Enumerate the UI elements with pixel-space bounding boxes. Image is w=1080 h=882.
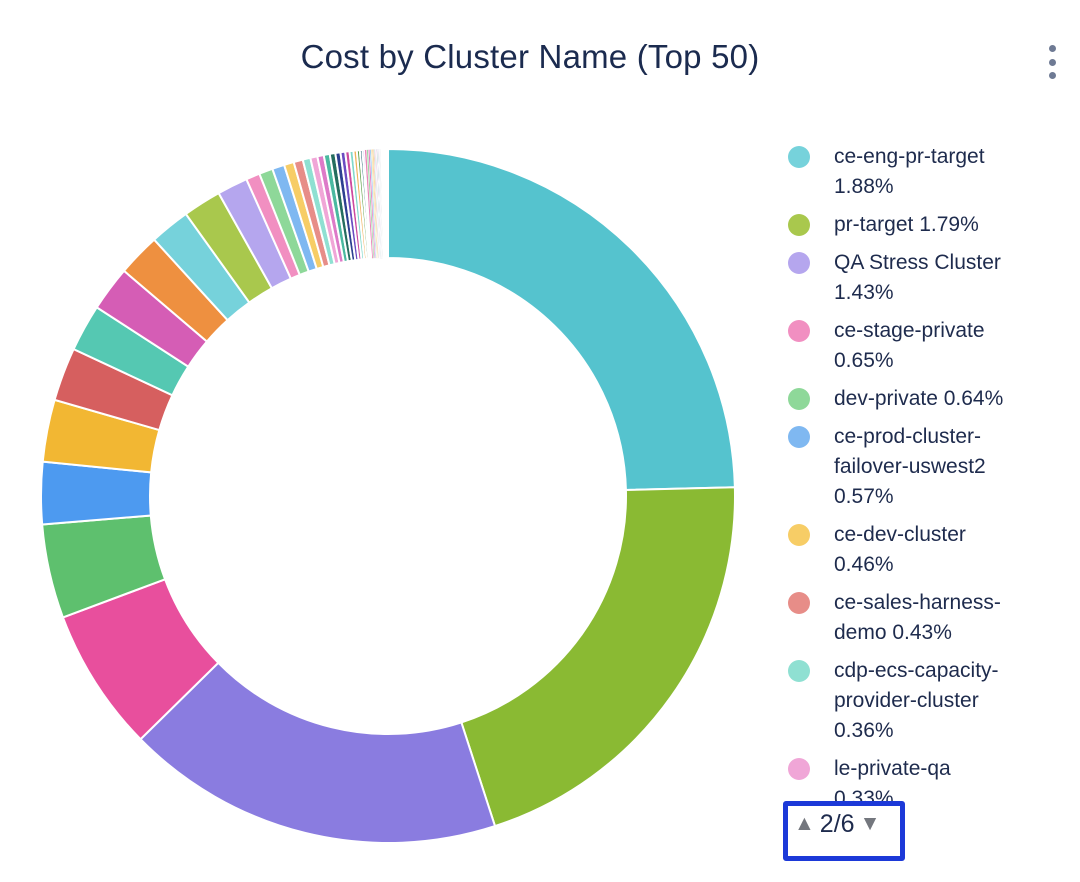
donut-segment[interactable] — [460, 486, 736, 828]
legend-label: ce-sales-harness-demo 0.43% — [834, 591, 1001, 644]
legend-dot — [788, 524, 810, 546]
legend-item[interactable]: cdp-ecs-capacity-provider-cluster 0.36% — [786, 656, 1014, 746]
legend-label: ce-dev-cluster 0.46% — [834, 523, 966, 576]
legend-item[interactable]: ce-prod-cluster-failover-uswest2 0.57% — [786, 422, 1014, 512]
legend-dot — [788, 388, 810, 410]
legend-item[interactable]: pr-target 1.79% — [786, 210, 1014, 240]
legend-label: ce-prod-cluster-failover-uswest2 0.57% — [834, 425, 986, 508]
legend-label: dev-private 0.64% — [834, 387, 1004, 410]
legend-dot — [788, 592, 810, 614]
legend-dot — [788, 252, 810, 274]
page-up-arrow[interactable]: ▲ — [794, 812, 815, 835]
legend-dot — [788, 426, 810, 448]
legend-dot — [788, 146, 810, 168]
donut-segment[interactable] — [379, 148, 383, 259]
chart-title: Cost by Cluster Name (Top 50) — [300, 38, 760, 75]
legend-dot — [788, 320, 810, 342]
legend-item[interactable]: ce-dev-cluster 0.46% — [786, 520, 1014, 580]
legend-dot — [788, 758, 810, 780]
legend-item[interactable]: QA Stress Cluster 1.43% — [786, 248, 1014, 308]
legend: ce-eng-pr-target 1.88% pr-target 1.79% QA … — [786, 142, 1026, 822]
legend-dot — [788, 214, 810, 236]
page-indicator: 2/6 — [819, 810, 855, 838]
legend-item[interactable]: ce-sales-harness-demo 0.43% — [786, 588, 1014, 648]
legend-label: pr-target 1.79% — [834, 213, 979, 236]
legend-label: QA Stress Cluster 1.43% — [834, 251, 1001, 304]
legend-dot — [788, 660, 810, 682]
legend-label: ce-eng-pr-target 1.88% — [834, 145, 985, 198]
legend-label: ce-stage-private 0.65% — [834, 319, 985, 372]
donut-segment[interactable] — [139, 661, 497, 845]
legend-label: cdp-ecs-capacity-provider-cluster 0.36% — [834, 659, 999, 742]
legend-pagination[interactable]: ▲ 2/6 ▼ — [783, 801, 905, 861]
legend-item[interactable]: ce-stage-private 0.65% — [786, 316, 1014, 376]
legend-item[interactable]: ce-eng-pr-target 1.88% — [786, 142, 1014, 202]
donut-segment[interactable] — [387, 147, 736, 492]
kebab-menu-icon[interactable] — [1043, 45, 1061, 79]
legend-item[interactable]: dev-private 0.64% — [786, 384, 1014, 414]
page-down-arrow[interactable]: ▼ — [859, 812, 881, 835]
